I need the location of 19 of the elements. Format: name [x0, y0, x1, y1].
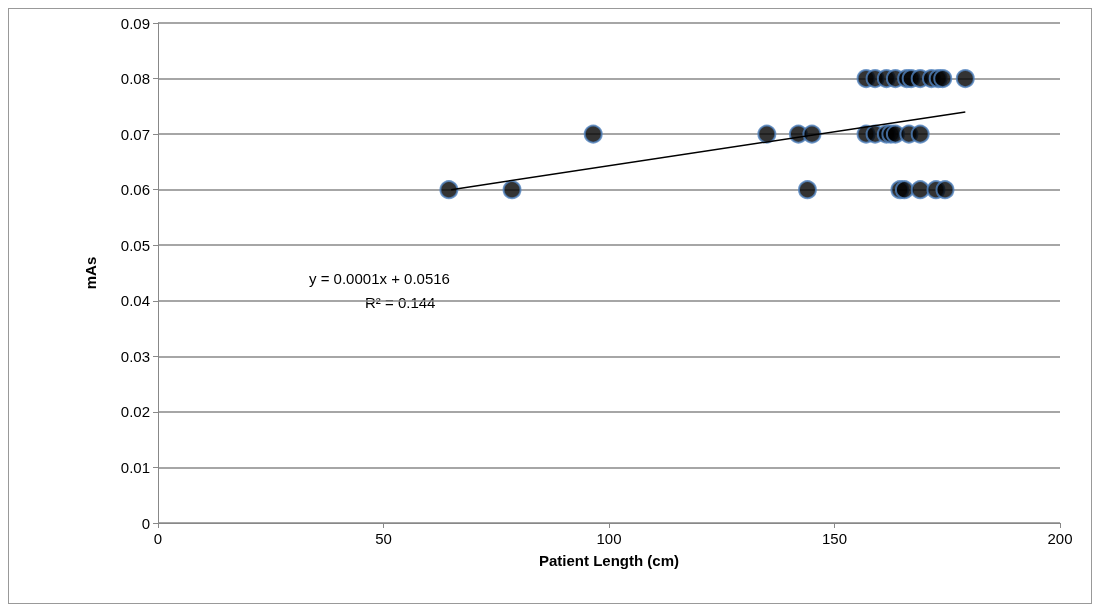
- x-tick-label: 100: [596, 530, 622, 547]
- x-tick-label: 150: [821, 530, 848, 547]
- x-tick-label: 200: [1047, 530, 1073, 547]
- x-tick-label: 0: [153, 530, 163, 547]
- x-axis-title: Patient Length (cm): [538, 552, 680, 569]
- y-tick-label: 0: [141, 514, 150, 532]
- y-tick-label: 0.01: [120, 458, 150, 476]
- annotation: R² = 0.144: [365, 294, 436, 311]
- x-tick-label: 50: [375, 530, 392, 547]
- y-tick-label: 0.02: [120, 403, 150, 421]
- y-tick-label: 0.08: [120, 70, 150, 88]
- y-tick-label: 0.03: [120, 347, 150, 365]
- y-tick-label: 0.04: [120, 292, 150, 310]
- y-tick-label: 0.05: [120, 236, 150, 254]
- y-tick-label: 0.06: [120, 181, 150, 199]
- y-tick-label: 0.09: [120, 14, 150, 32]
- annotation: y = 0.0001x + 0.0516: [309, 270, 450, 287]
- y-axis-title: mAs: [82, 256, 99, 290]
- y-tick-label: 0.07: [120, 125, 150, 143]
